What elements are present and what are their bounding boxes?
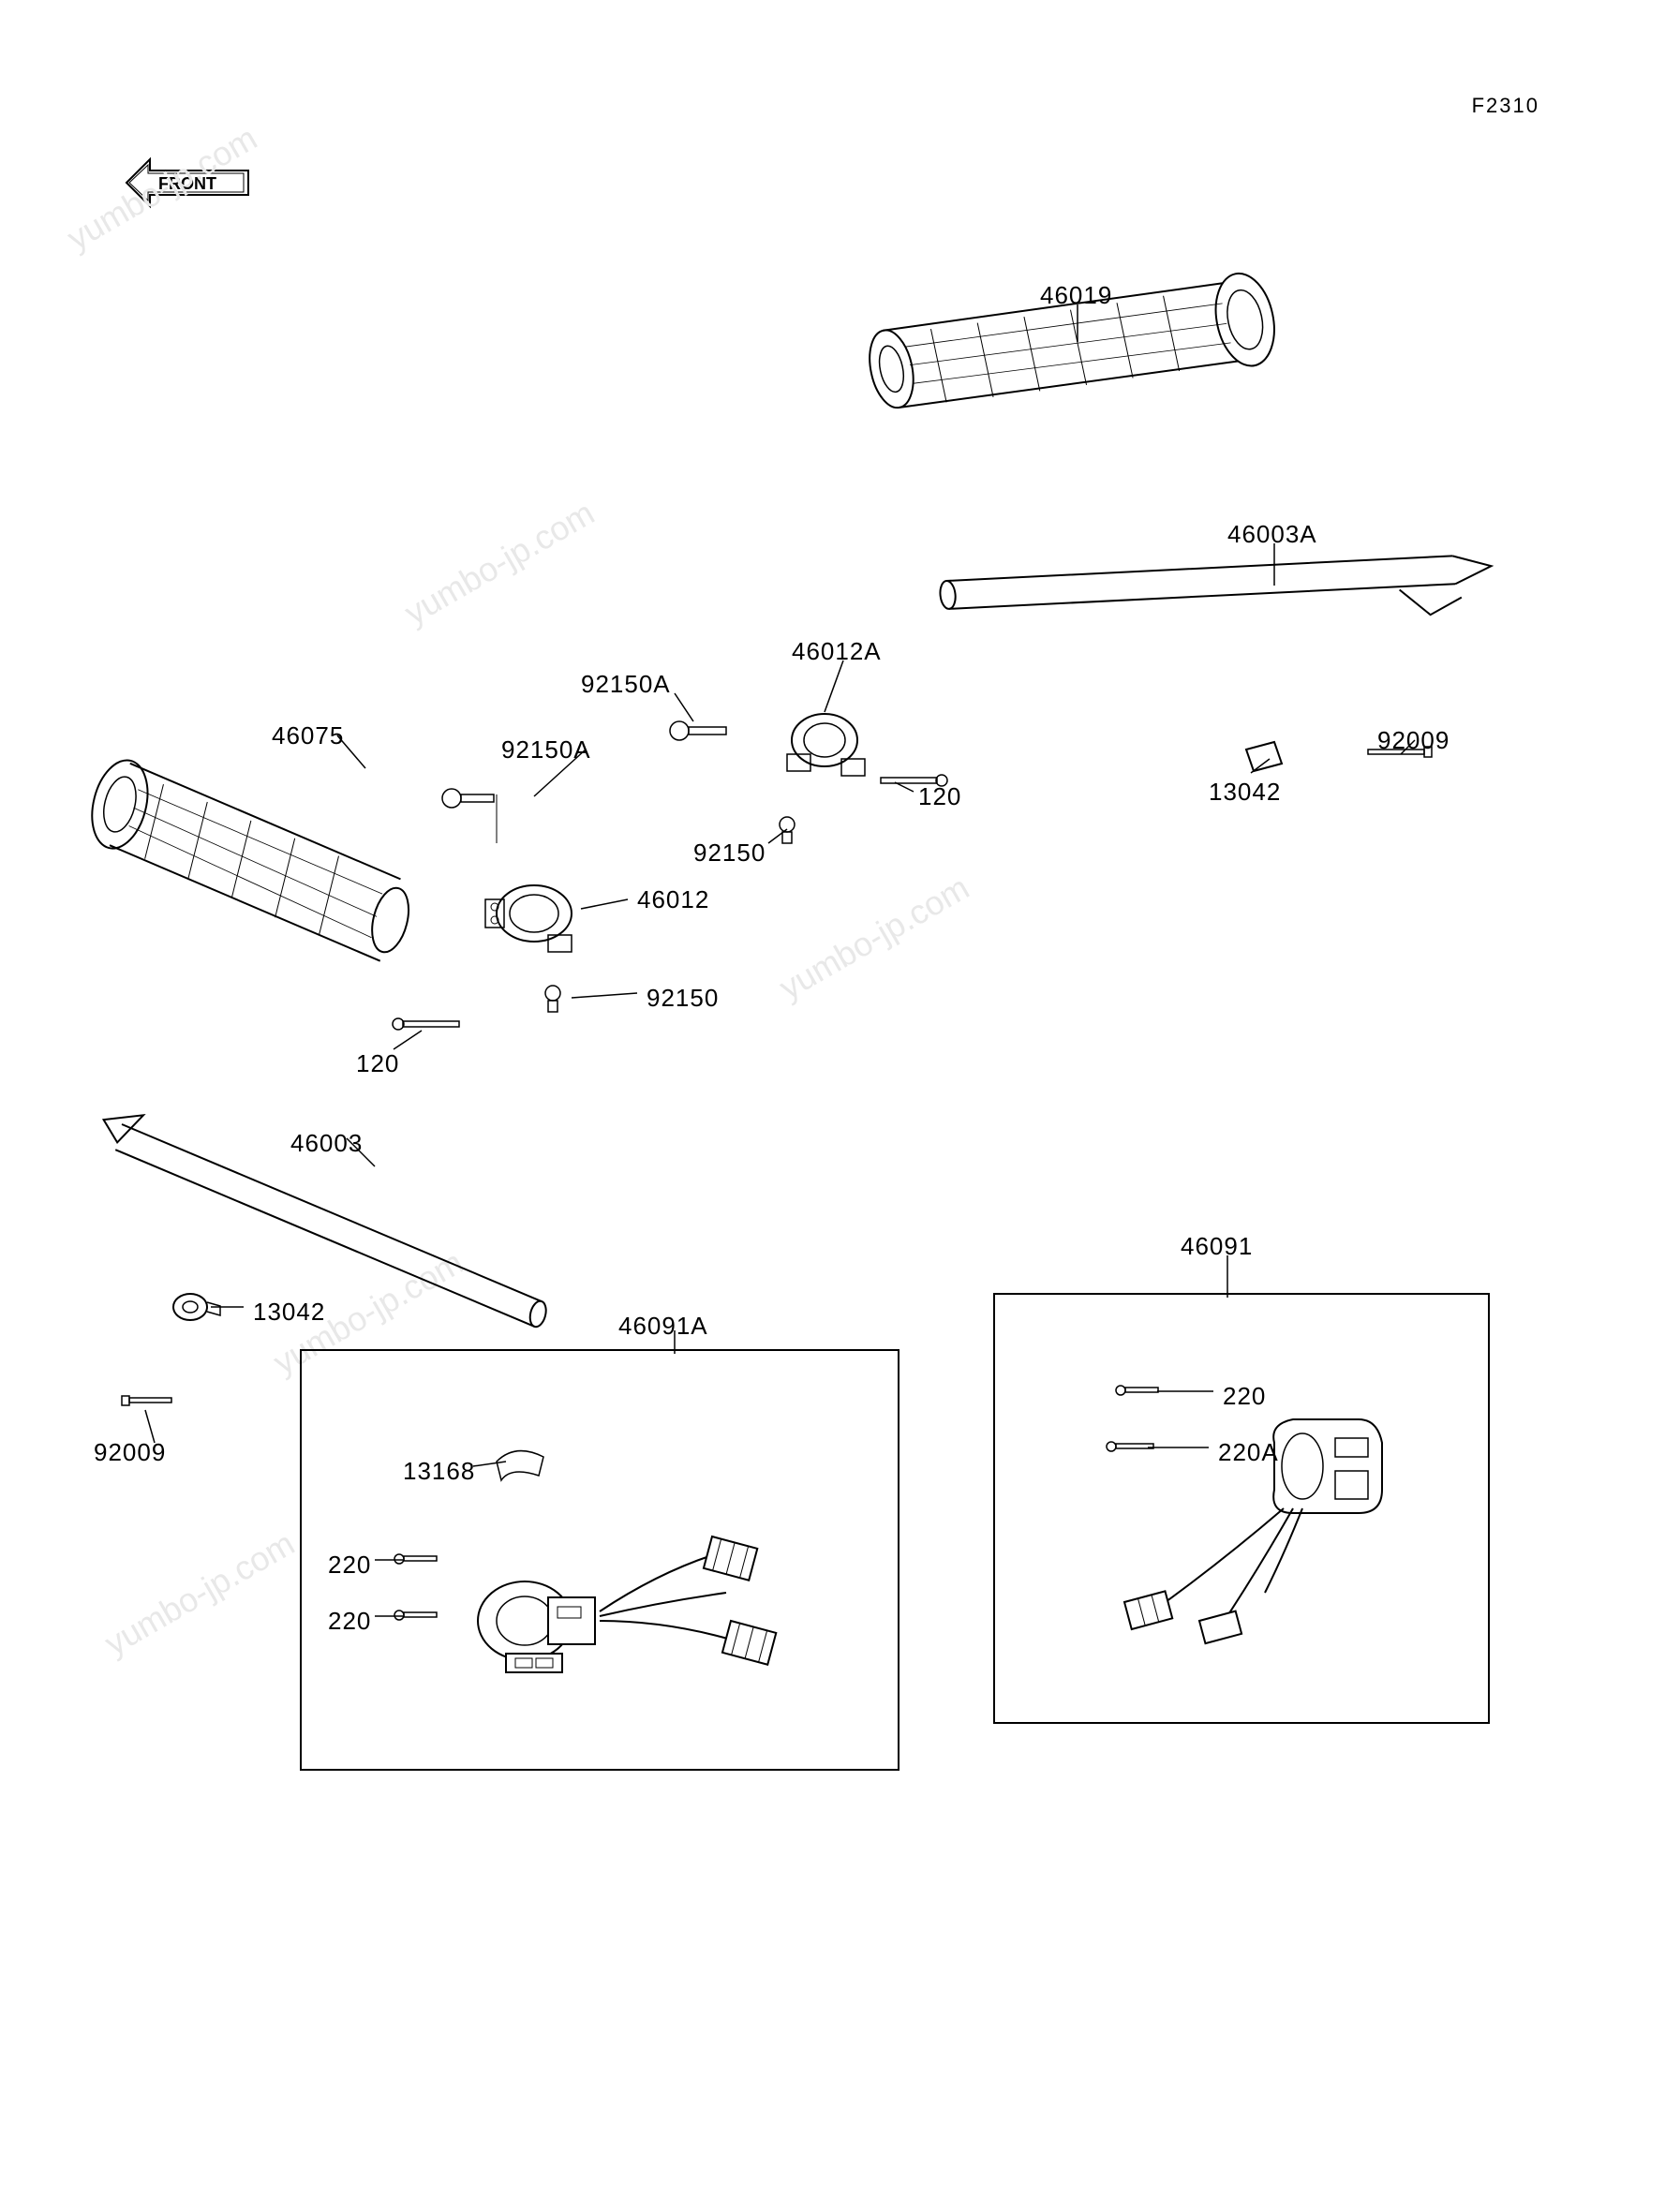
part-label: 92150 xyxy=(693,839,766,868)
part-label: 46091 xyxy=(1181,1232,1253,1261)
part-label: 120 xyxy=(356,1049,399,1078)
parts-diagram xyxy=(0,0,1680,2197)
part-label: 46075 xyxy=(272,721,344,750)
part-label: 92150 xyxy=(647,984,719,1013)
part-label: 46019 xyxy=(1040,281,1112,310)
switch-assembly-box-left xyxy=(300,1349,899,1771)
switch-assembly-box-right xyxy=(993,1293,1490,1724)
part-label: 92150A xyxy=(501,735,591,764)
part-label: 46091A xyxy=(618,1312,708,1341)
part-label: 46003 xyxy=(290,1129,363,1158)
part-label: 46012 xyxy=(637,885,709,914)
part-label: 120 xyxy=(918,782,961,811)
part-label: 220 xyxy=(1223,1382,1266,1411)
part-label: 46012A xyxy=(792,637,882,666)
part-label: 13042 xyxy=(1209,778,1281,807)
part-label: 220 xyxy=(328,1607,371,1636)
part-label: 46003A xyxy=(1227,520,1317,549)
part-label: 220A xyxy=(1218,1438,1279,1467)
part-label: 220 xyxy=(328,1551,371,1580)
part-label: 92009 xyxy=(1377,726,1450,755)
part-label: 13042 xyxy=(253,1298,325,1327)
part-label: 13168 xyxy=(403,1457,475,1486)
part-label: 92150A xyxy=(581,670,671,699)
part-label: 92009 xyxy=(94,1438,166,1467)
